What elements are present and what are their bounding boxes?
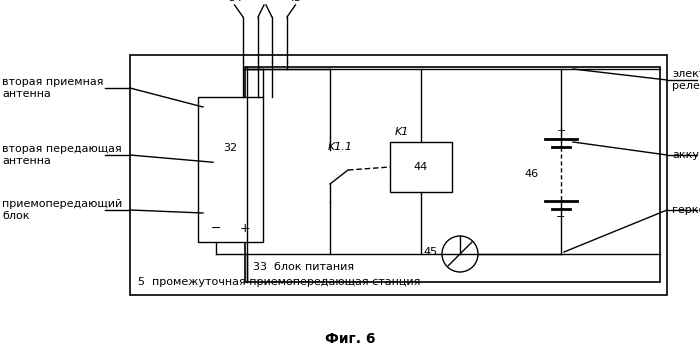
- Text: −: −: [556, 212, 566, 222]
- Text: 43: 43: [288, 0, 302, 3]
- Text: Фиг. 6: Фиг. 6: [325, 332, 375, 346]
- Text: K1.1: K1.1: [328, 142, 353, 152]
- Text: 46: 46: [525, 169, 539, 179]
- Text: геркон: геркон: [672, 205, 700, 215]
- Text: 5  промежуточная приемопередающая станция: 5 промежуточная приемопередающая станция: [138, 277, 421, 287]
- Text: 32: 32: [223, 143, 237, 153]
- Text: приемопередающий
блок: приемопередающий блок: [2, 199, 122, 221]
- Text: 34: 34: [228, 0, 242, 3]
- Bar: [245, 67, 660, 282]
- Bar: [390, 142, 452, 192]
- Text: 33  блок питания: 33 блок питания: [253, 262, 354, 272]
- Text: K1: K1: [395, 127, 409, 137]
- Text: 45: 45: [424, 247, 438, 257]
- Text: 44: 44: [414, 162, 428, 172]
- Text: +: +: [239, 221, 250, 235]
- Text: вторая приемная
антенна: вторая приемная антенна: [2, 77, 104, 99]
- Text: +: +: [556, 126, 566, 136]
- Text: аккумулятор: аккумулятор: [672, 150, 700, 160]
- Text: вторая передающая
антенна: вторая передающая антенна: [2, 144, 122, 166]
- Text: электромагнитное
реле: электромагнитное реле: [672, 69, 700, 91]
- Bar: [198, 97, 263, 242]
- Text: −: −: [211, 221, 221, 235]
- Bar: [130, 55, 667, 295]
